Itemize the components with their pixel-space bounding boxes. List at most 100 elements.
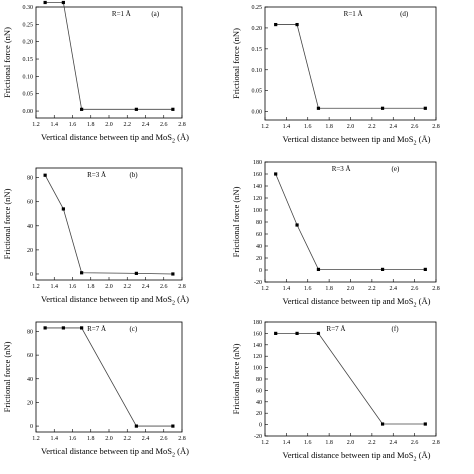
series-line (44, 175, 173, 275)
x-tick-label: 1.8 (325, 124, 333, 130)
y-axis-label: Frictional force (nN) (231, 28, 241, 99)
radius-annotation: R=3 Å (332, 165, 351, 173)
y-tick-label: 160 (253, 172, 262, 178)
series-line (275, 24, 426, 109)
x-axis-label-main: Vertical distance between tip and MoS (41, 132, 172, 142)
x-tick-label: 1.4 (283, 124, 291, 130)
x-axis-label-sub: 2 (414, 303, 417, 309)
x-tick-label: 2.8 (178, 122, 186, 128)
y-tick-label: 0.25 (23, 22, 34, 28)
data-point (134, 424, 138, 428)
data-point (295, 331, 299, 335)
y-tick-label: 20 (27, 248, 33, 254)
x-axis-label-unit: (Å) (417, 134, 431, 144)
series-line (275, 173, 426, 270)
data-point (80, 107, 84, 111)
x-tick-label: 1.6 (69, 436, 77, 442)
panel-label: (a) (151, 10, 159, 18)
y-tick-label: 60 (256, 388, 262, 394)
x-tick-label: 1.4 (283, 440, 291, 446)
data-point (43, 173, 47, 177)
x-tick-label: 2.0 (347, 124, 355, 130)
y-tick-label: 80 (256, 377, 262, 383)
data-point (80, 326, 84, 330)
chart-panel: 1.2 1.4 1.6 1.8 2.0 2.2 2.4 2.6 2.8 -20 0 20 40 60 80 1… (231, 320, 440, 463)
y-tick-label: 20 (256, 256, 262, 262)
x-tick-label: 1.6 (304, 124, 312, 130)
data-point (61, 207, 65, 211)
plot-frame (35, 167, 183, 281)
y-tick-label: 0.10 (23, 74, 34, 80)
radius-annotation: R=7 Å (87, 325, 106, 333)
x-axis-label: Vertical distance between tip and MoS2 (… (283, 450, 431, 463)
y-tick-label: 0.10 (252, 68, 263, 74)
plot-frame (264, 161, 437, 283)
x-tick-label: 1.8 (87, 436, 95, 442)
x-axis-label-unit: (Å) (417, 296, 431, 306)
x-tick-label: 2.2 (368, 124, 376, 130)
panel-label: (b) (129, 171, 138, 179)
series-line (45, 2, 173, 110)
y-tick-label: 0.20 (23, 40, 34, 46)
x-tick-label: 1.2 (261, 286, 269, 292)
x-axis-label-unit: (Å) (175, 294, 189, 304)
x-axis-label-sub: 2 (172, 453, 175, 459)
x-axis-label-unit: (Å) (175, 446, 189, 456)
data-point (134, 107, 138, 111)
y-tick-label: 0.20 (252, 26, 263, 32)
x-tick-label: 2.2 (368, 440, 376, 446)
y-axis-label: Frictional force (nN) (2, 188, 12, 259)
y-tick-label: 0.30 (23, 5, 34, 11)
x-axis-label-main: Vertical distance between tip and MoS (41, 446, 172, 456)
y-tick-label: 0.15 (252, 47, 263, 53)
data-point (380, 267, 385, 271)
y-tick-label: 40 (256, 400, 262, 406)
y-tick-label: 0 (30, 272, 33, 278)
data-point (274, 331, 278, 335)
data-point (295, 223, 299, 227)
x-tick-label: 2.8 (432, 286, 440, 292)
y-tick-label: 60 (256, 232, 262, 238)
y-tick-label: 80 (256, 220, 262, 226)
y-tick-label: 0.15 (23, 57, 34, 63)
x-tick-label: 1.2 (261, 440, 269, 446)
x-tick-label: 2.6 (160, 284, 168, 290)
x-tick-label: 2.2 (124, 122, 132, 128)
x-axis-label-main: Vertical distance between tip and MoS (283, 296, 414, 306)
x-axis-label: Vertical distance between tip and MoS2 (… (41, 294, 189, 307)
y-tick-label: 0.05 (23, 92, 34, 98)
data-point (380, 422, 385, 426)
x-tick-label: 1.6 (304, 440, 312, 446)
x-axis-label-unit: (Å) (417, 450, 431, 460)
x-tick-label: 2.8 (432, 124, 440, 130)
x-tick-label: 2.0 (105, 284, 113, 290)
y-tick-label: 0.00 (252, 110, 263, 116)
y-tick-label: 100 (253, 208, 262, 214)
x-tick-label: 2.0 (105, 436, 113, 442)
y-tick-label: 40 (27, 224, 33, 230)
panel-label: (e) (392, 165, 400, 173)
y-tick-label: 40 (27, 377, 33, 383)
y-tick-label: 160 (253, 331, 262, 337)
x-tick-label: 2.2 (368, 286, 376, 292)
x-tick-label: 1.2 (32, 436, 40, 442)
x-axis-label-main: Vertical distance between tip and MoS (283, 134, 414, 144)
data-point (295, 22, 299, 27)
chart-panel: 1.2 1.4 1.6 1.8 2.0 2.2 2.4 2.6 2.8 0 20 40 60 80 R=7 … (2, 321, 189, 459)
y-tick-label: 0.00 (23, 109, 34, 115)
x-tick-label: 1.8 (87, 122, 95, 128)
x-tick-label: 2.4 (390, 440, 398, 446)
data-point (171, 272, 175, 276)
x-tick-label: 1.4 (51, 436, 59, 442)
x-tick-label: 2.4 (390, 286, 398, 292)
x-tick-label: 2.6 (160, 436, 168, 442)
y-tick-label: 80 (27, 176, 33, 182)
data-point (423, 106, 427, 110)
y-tick-label: 0.05 (252, 89, 263, 95)
data-point (423, 267, 427, 271)
x-tick-label: 2.8 (432, 440, 440, 446)
x-tick-label: 2.0 (105, 122, 113, 128)
x-tick-label: 1.8 (325, 440, 333, 446)
y-axis-label: Frictional force (nN) (2, 27, 12, 98)
x-axis-label-main: Vertical distance between tip and MoS (283, 450, 414, 460)
